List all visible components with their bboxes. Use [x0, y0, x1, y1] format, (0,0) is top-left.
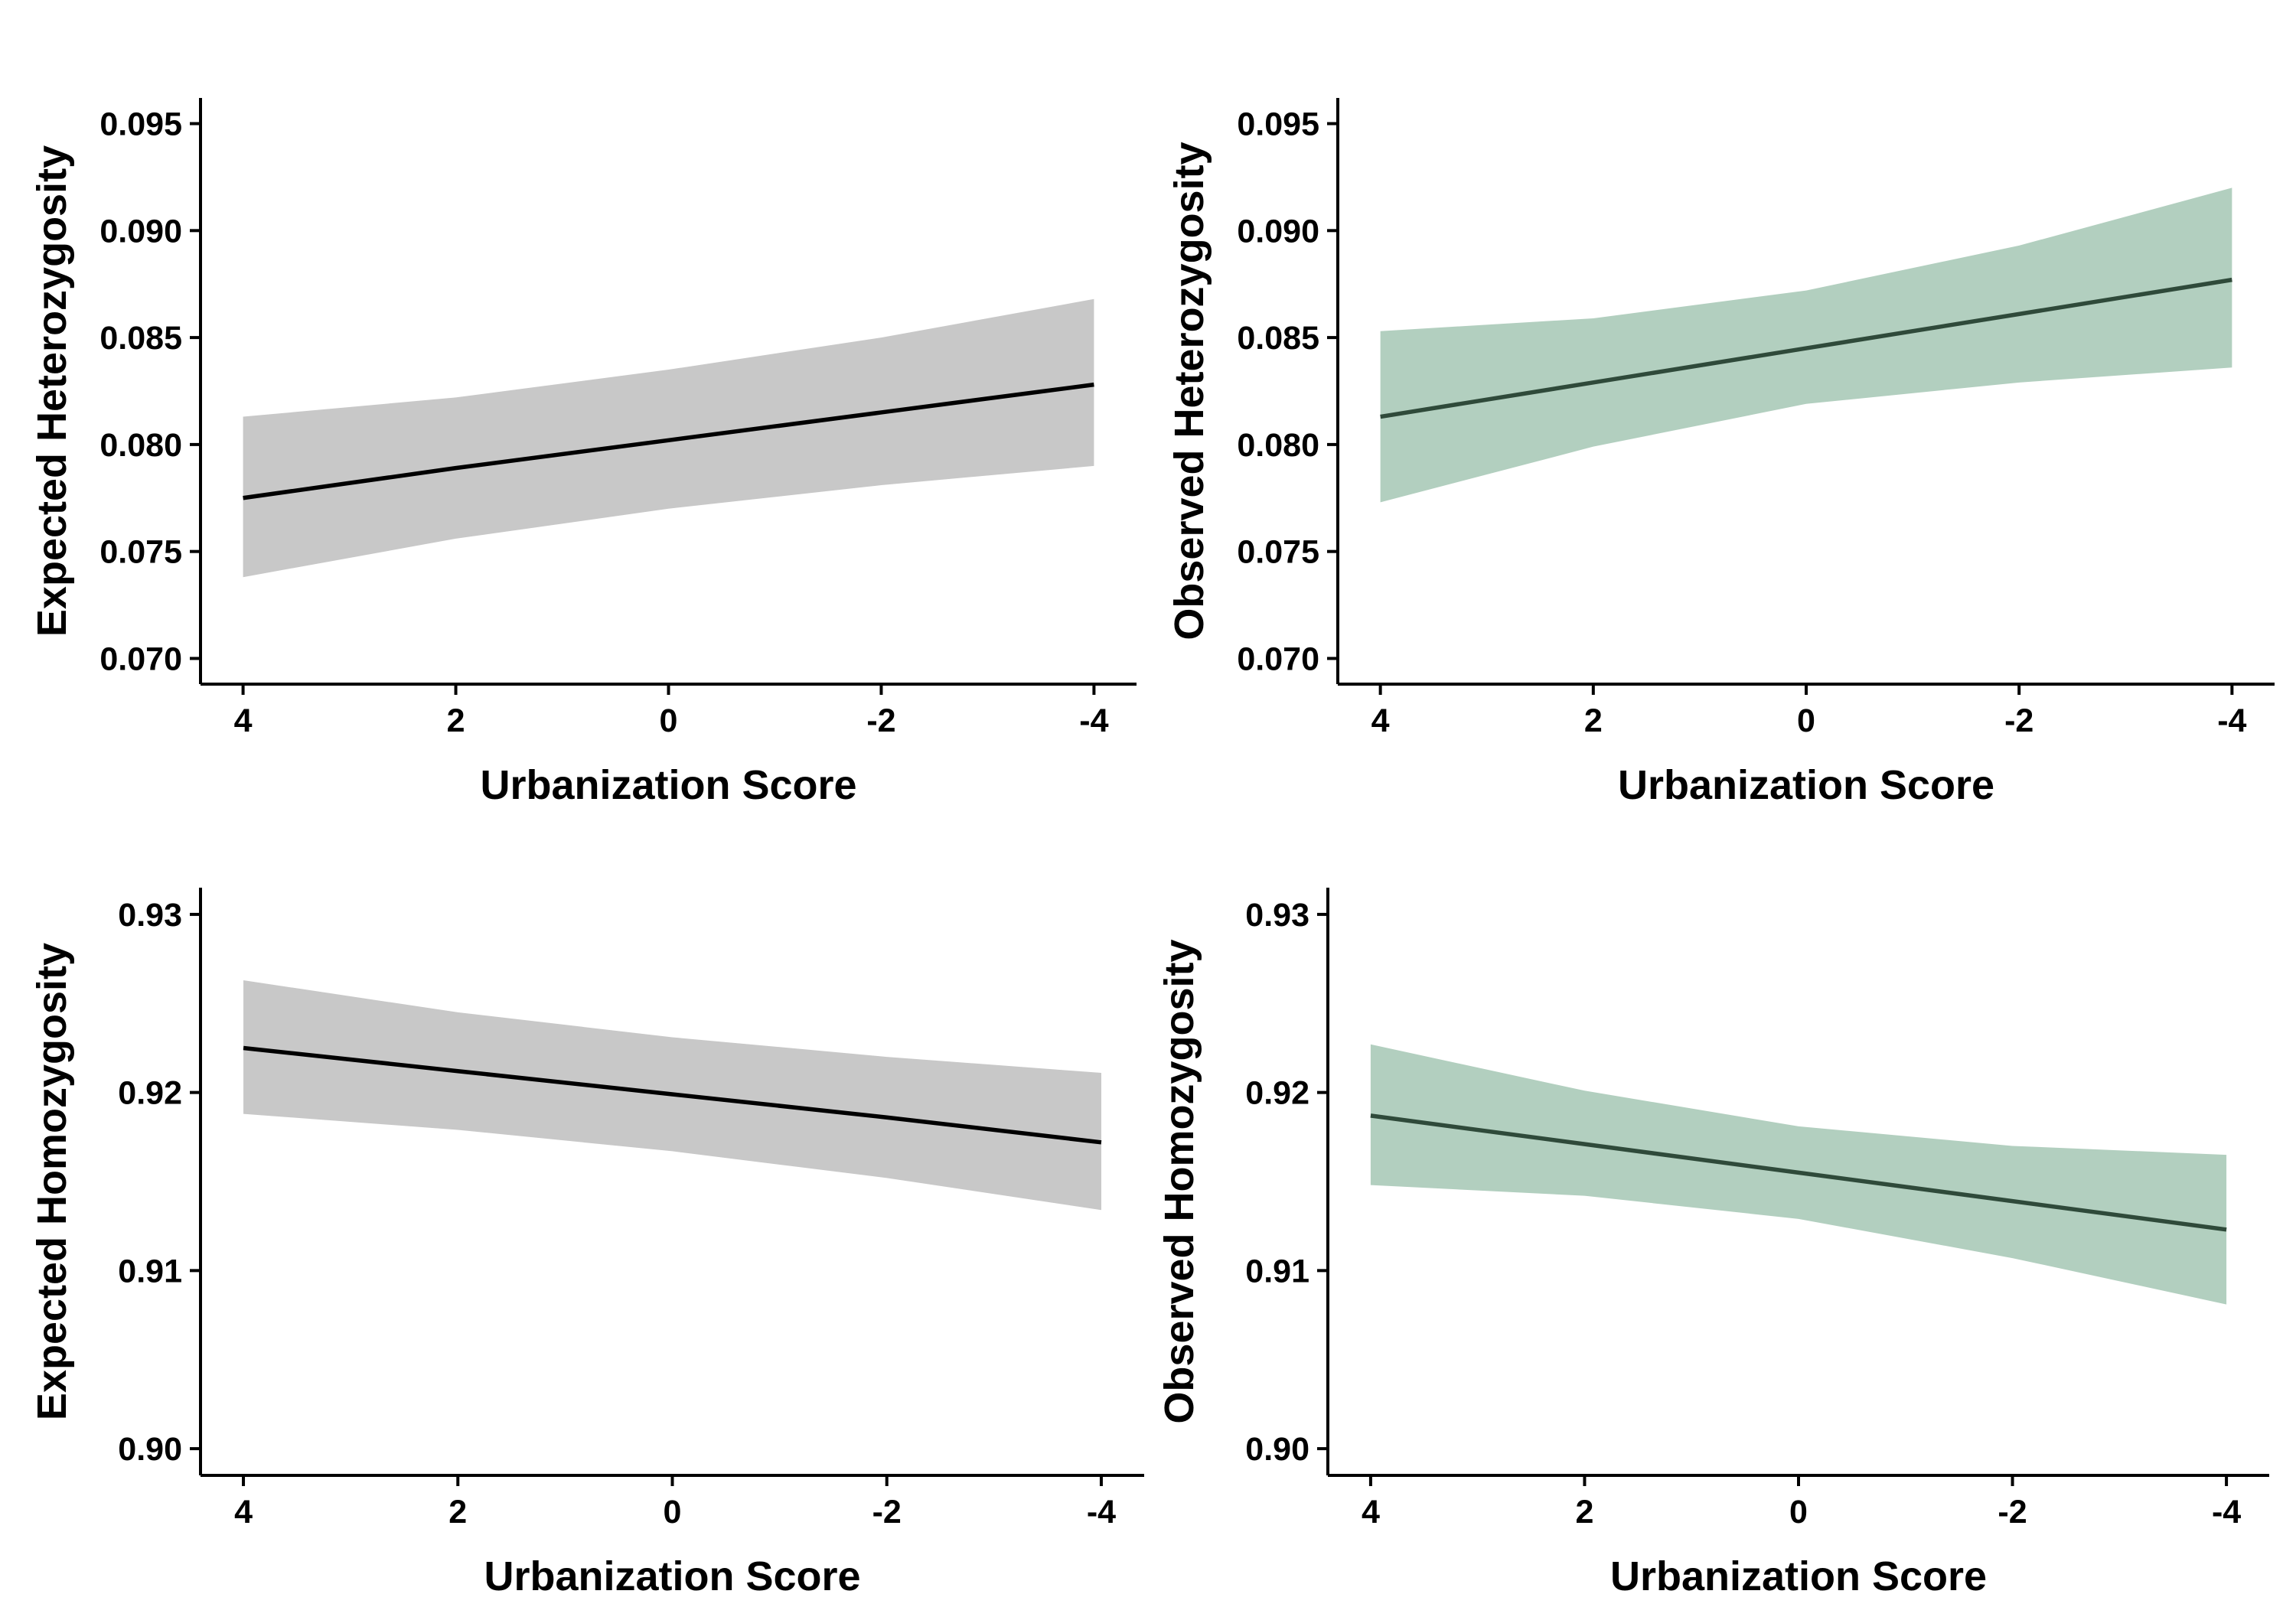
chart-panel-bottom-left: 4 2 0 -2 -4 0.90 0.91 0.92 0.93 Urbanization Scor…	[29, 888, 1144, 1599]
x-tick-label: -4	[2217, 702, 2246, 739]
y-tick-label: 0.90	[1245, 1431, 1309, 1468]
y-tick-label: 0.095	[99, 106, 182, 143]
x-tick-label: 2	[448, 1494, 467, 1530]
y-tick-label: 0.080	[1237, 427, 1319, 464]
y-tick-label: 0.095	[1237, 106, 1319, 143]
x-tick-label: 2	[1575, 1494, 1593, 1530]
confidence-band	[1380, 187, 2232, 503]
y-tick-label: 0.93	[118, 897, 182, 934]
y-tick-label: 0.93	[1245, 897, 1309, 934]
x-axis-title: Urbanization Score	[1610, 1553, 1987, 1599]
x-tick-label: 2	[1584, 702, 1603, 739]
y-tick-label: 0.075	[1237, 534, 1319, 571]
y-tick-label: 0.92	[1245, 1075, 1309, 1112]
chart-panel-top-left: 4 2 0 -2 -4 0.070 0.075 0.080 0.085 0.090 0.095 Urb…	[29, 98, 1137, 808]
y-tick-label: 0.070	[1237, 641, 1319, 677]
x-tick-label: 4	[1371, 702, 1390, 739]
y-tick-label: 0.075	[99, 534, 182, 571]
x-tick-label: 4	[1362, 1494, 1380, 1530]
trend-line	[243, 382, 1094, 500]
trend-line	[1380, 277, 2232, 419]
x-tick-label: 2	[447, 702, 465, 739]
x-axis-title: Urbanization Score	[484, 1553, 860, 1599]
y-tick-label: 0.91	[118, 1253, 182, 1289]
x-tick-label: -2	[2004, 702, 2033, 739]
y-axis-title: Expected Homozygosity	[29, 943, 75, 1420]
y-tick-label: 0.070	[99, 641, 182, 677]
y-axis-title: Expected Heterozygosity	[29, 145, 75, 637]
x-tick-label: 0	[660, 702, 678, 739]
x-tick-label: 0	[664, 1494, 682, 1530]
y-tick-label: 0.090	[1237, 213, 1319, 249]
x-tick-label: 4	[234, 1494, 253, 1530]
chart-panel-top-right: 4 2 0 -2 -4 0.070 0.075 0.080 0.085 0.090 0.095 Urb…	[1166, 98, 2275, 808]
trend-line	[1370, 1113, 2227, 1232]
x-tick-label: 0	[1797, 702, 1815, 739]
chart-panel-bottom-right: 4 2 0 -2 -4 0.90 0.91 0.92 0.93 Urbanization Scor…	[1156, 888, 2269, 1599]
y-axis-title: Observed Heterozygosity	[1166, 142, 1212, 640]
y-tick-label: 0.080	[99, 427, 182, 464]
x-tick-label: -2	[866, 702, 895, 739]
y-tick-label: 0.92	[118, 1075, 182, 1112]
y-tick-label: 0.90	[118, 1431, 182, 1468]
x-tick-label: -4	[2212, 1494, 2241, 1530]
y-tick-label: 0.91	[1245, 1253, 1309, 1289]
x-tick-label: -2	[1998, 1494, 2027, 1530]
y-tick-label: 0.085	[99, 320, 182, 357]
x-tick-label: 0	[1789, 1494, 1808, 1530]
y-axis-title: Observed Homozygosity	[1156, 939, 1202, 1423]
y-tick-label: 0.090	[99, 213, 182, 249]
confidence-band	[243, 298, 1094, 578]
x-axis-title: Urbanization Score	[480, 762, 856, 808]
trend-line	[243, 1045, 1102, 1145]
x-tick-label: 4	[234, 702, 253, 739]
y-tick-label: 0.085	[1237, 320, 1319, 357]
x-tick-label: -2	[872, 1494, 902, 1530]
x-tick-label: -4	[1087, 1494, 1116, 1530]
x-axis-title: Urbanization Score	[1618, 762, 1994, 808]
x-tick-label: -4	[1079, 702, 1108, 739]
